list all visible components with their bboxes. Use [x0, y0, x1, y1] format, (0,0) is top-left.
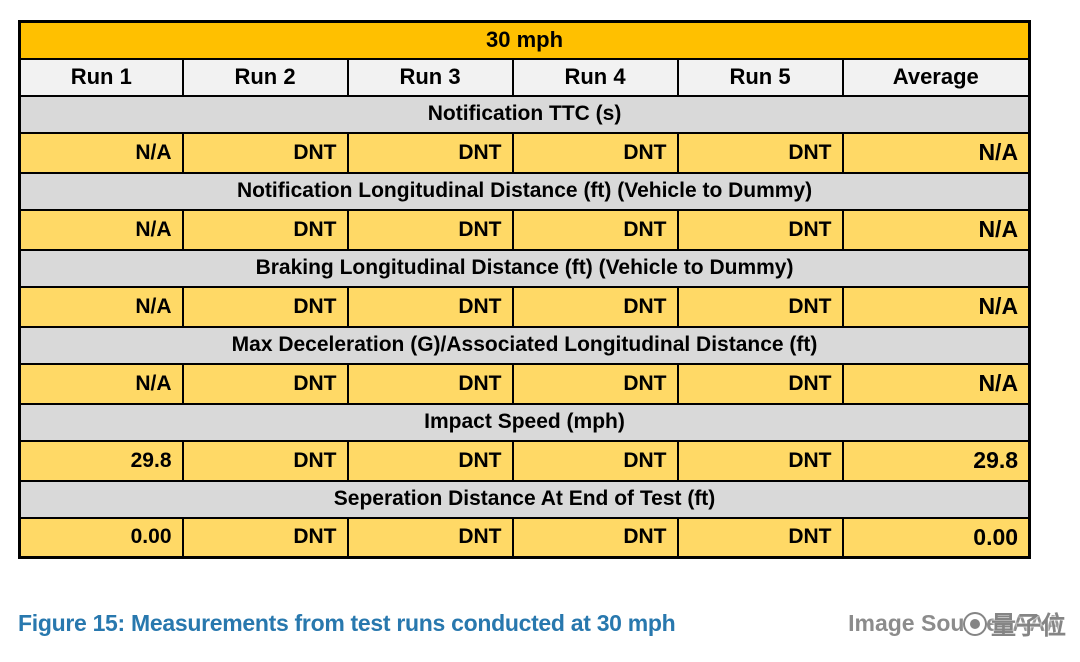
data-cell-average: N/A: [841, 208, 1031, 251]
data-cell-run5: DNT: [676, 439, 844, 482]
data-cell-run3: DNT: [346, 208, 514, 251]
data-cell-average: N/A: [841, 362, 1031, 405]
table-title-row: 30 mph: [18, 20, 1031, 60]
section-label-separation-distance: Seperation Distance At End of Test (ft): [18, 479, 1031, 519]
figure-caption: Figure 15: Measurements from test runs c…: [18, 610, 676, 636]
section-label-notification-ttc: Notification TTC (s): [18, 94, 1031, 134]
data-cell-run5: DNT: [676, 362, 844, 405]
data-cell-run1: 0.00: [18, 516, 184, 559]
data-cell-run1: N/A: [18, 131, 184, 174]
data-cell-average: N/A: [841, 131, 1031, 174]
column-header-run1: Run 1: [18, 57, 184, 97]
data-cell-run4: DNT: [511, 208, 679, 251]
data-cell-run2: DNT: [181, 362, 349, 405]
data-cell-run1: N/A: [18, 362, 184, 405]
column-header-average: Average: [841, 57, 1031, 97]
data-cell-run5: DNT: [676, 285, 844, 328]
column-header-run5: Run 5: [676, 57, 844, 97]
data-cell-run4: DNT: [511, 362, 679, 405]
data-row: N/A DNT DNT DNT DNT N/A: [18, 362, 1031, 405]
section-header-row: Impact Speed (mph): [18, 402, 1031, 442]
data-cell-run2: DNT: [181, 516, 349, 559]
section-header-row: Seperation Distance At End of Test (ft): [18, 479, 1031, 519]
data-row: N/A DNT DNT DNT DNT N/A: [18, 208, 1031, 251]
table-title: 30 mph: [18, 20, 1031, 60]
data-cell-run5: DNT: [676, 208, 844, 251]
data-cell-run2: DNT: [181, 131, 349, 174]
data-row: 29.8 DNT DNT DNT DNT 29.8: [18, 439, 1031, 482]
figure-caption-row: Figure 15: Measurements from test runs c…: [18, 610, 1062, 637]
section-header-row: Notification TTC (s): [18, 94, 1031, 134]
data-cell-run3: DNT: [346, 285, 514, 328]
data-cell-run2: DNT: [181, 439, 349, 482]
data-cell-run2: DNT: [181, 285, 349, 328]
data-cell-run1: N/A: [18, 208, 184, 251]
section-header-row: Braking Longitudinal Distance (ft) (Vehi…: [18, 248, 1031, 288]
data-cell-run4: DNT: [511, 131, 679, 174]
section-label-impact-speed: Impact Speed (mph): [18, 402, 1031, 442]
data-cell-run4: DNT: [511, 439, 679, 482]
data-cell-average: 29.8: [841, 439, 1031, 482]
image-source-credit: Image Source: AAA: [848, 610, 1062, 636]
data-cell-run1: N/A: [18, 285, 184, 328]
data-cell-run3: DNT: [346, 362, 514, 405]
data-row: 0.00 DNT DNT DNT DNT 0.00: [18, 516, 1031, 559]
column-header-row: Run 1 Run 2 Run 3 Run 4 Run 5 Average: [18, 57, 1031, 97]
data-row: N/A DNT DNT DNT DNT N/A: [18, 131, 1031, 174]
data-cell-average: N/A: [841, 285, 1031, 328]
section-header-row: Notification Longitudinal Distance (ft) …: [18, 171, 1031, 211]
section-label-braking-longitudinal: Braking Longitudinal Distance (ft) (Vehi…: [18, 248, 1031, 288]
data-cell-run4: DNT: [511, 285, 679, 328]
column-header-run3: Run 3: [346, 57, 514, 97]
data-cell-run5: DNT: [676, 131, 844, 174]
data-cell-run3: DNT: [346, 516, 514, 559]
data-cell-run5: DNT: [676, 516, 844, 559]
column-header-run4: Run 4: [511, 57, 679, 97]
section-label-max-deceleration: Max Deceleration (G)/Associated Longitud…: [18, 325, 1031, 365]
column-header-run2: Run 2: [181, 57, 349, 97]
data-cell-run3: DNT: [346, 131, 514, 174]
data-cell-average: 0.00: [841, 516, 1031, 559]
section-label-notification-longitudinal: Notification Longitudinal Distance (ft) …: [18, 171, 1031, 211]
data-cell-run2: DNT: [181, 208, 349, 251]
section-header-row: Max Deceleration (G)/Associated Longitud…: [18, 325, 1031, 365]
data-row: N/A DNT DNT DNT DNT N/A: [18, 285, 1031, 328]
measurements-table: 30 mph Run 1 Run 2 Run 3 Run 4 Run 5 Ave…: [18, 20, 1032, 559]
data-cell-run1: 29.8: [18, 439, 184, 482]
data-cell-run4: DNT: [511, 516, 679, 559]
data-cell-run3: DNT: [346, 439, 514, 482]
